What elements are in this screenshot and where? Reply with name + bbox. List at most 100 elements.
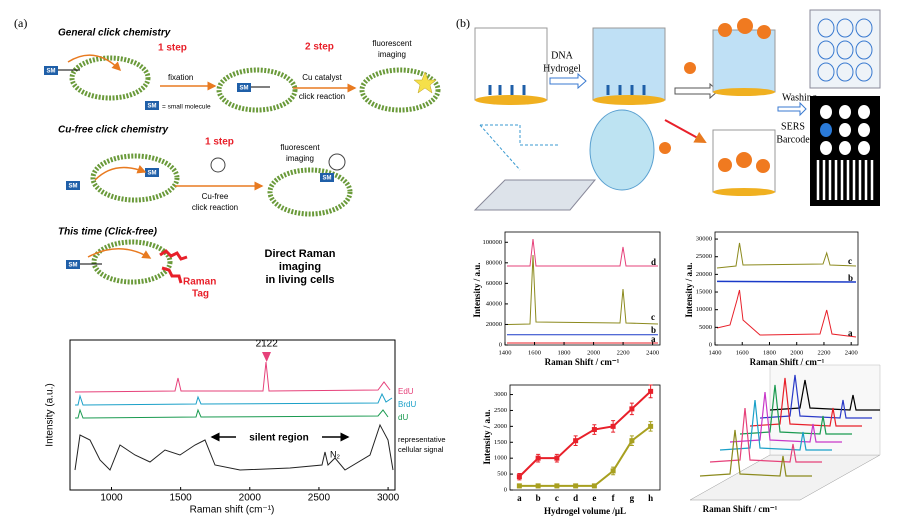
- row-clickfree: SM Raman Tag Direct Raman imaging in liv…: [66, 239, 336, 300]
- x-tick-label: 1600: [736, 349, 749, 356]
- text: fixation: [168, 73, 193, 82]
- sm-box: [44, 66, 58, 75]
- arrow: [94, 165, 147, 181]
- y-tick-label: 40000: [486, 300, 502, 307]
- nanoparticle: [756, 159, 770, 173]
- spectrum: [74, 361, 391, 393]
- row-general: SM 1 step fixation SM 2 step Cu catalyst…: [44, 39, 441, 113]
- step-label: Barcode: [776, 134, 810, 145]
- well: [712, 29, 776, 93]
- connector: [479, 124, 560, 171]
- annotation: cellular signal: [398, 445, 444, 454]
- plot-frame: [714, 231, 859, 346]
- x-axis-label: Raman shift (cm⁻¹): [190, 505, 275, 516]
- plot-frame: [69, 339, 396, 491]
- cell: [359, 67, 441, 113]
- sm-label: SM: [240, 86, 249, 92]
- section-title: Cu-free click chemistry: [58, 125, 168, 136]
- x-axis-label: Raman Shift / cm⁻¹: [750, 357, 825, 367]
- sm-label: SM: [69, 263, 78, 269]
- text: click reaction: [192, 203, 238, 212]
- x-axis-label: Raman Shift / cm⁻¹: [545, 357, 620, 367]
- chip: [473, 179, 597, 211]
- nanoparticle: [659, 142, 671, 154]
- barcode-spots: [820, 105, 870, 155]
- x-tick-label: h: [648, 493, 653, 503]
- panel-label: (a): [14, 16, 27, 30]
- headline: imaging: [279, 261, 321, 273]
- y-tick-label: 1500: [494, 439, 507, 446]
- text: fluorescent: [372, 39, 412, 48]
- point: [535, 483, 541, 489]
- series-label: EdU: [398, 387, 414, 396]
- spectrum: [716, 280, 857, 283]
- series-label: a: [848, 328, 853, 338]
- barcode-bars: [816, 160, 874, 200]
- x-axis-label: Hydrogel volume /μL: [544, 506, 626, 516]
- step-label: 1 step: [205, 137, 234, 148]
- annotation: N₂: [330, 449, 340, 459]
- waterfall: [689, 364, 881, 501]
- series-label: b: [848, 273, 853, 283]
- x-tick-label: 1400: [709, 349, 722, 356]
- y-tick-label: 2000: [494, 423, 507, 430]
- y-tick-label: 2500: [494, 407, 507, 414]
- x-tick-label: 2200: [817, 349, 830, 356]
- text: Cu-free: [202, 192, 229, 201]
- spectrum: [506, 254, 659, 325]
- y-tick-label: 3000: [494, 391, 507, 398]
- fluorophore: [413, 71, 437, 94]
- point: [629, 438, 635, 444]
- x-tick-label: d: [573, 493, 578, 503]
- headline: Direct Raman: [265, 248, 336, 260]
- series-label: dU: [398, 413, 408, 422]
- spectrum: [75, 392, 393, 406]
- annotation: silent region: [249, 433, 308, 444]
- y-tick-label: 15000: [696, 289, 712, 296]
- y-axis-label: Intensity / a.u.: [482, 409, 492, 464]
- series-label: d: [651, 257, 656, 267]
- cell: [91, 239, 173, 285]
- annotation: representative: [398, 435, 446, 444]
- arrow: [777, 101, 807, 117]
- arrow: [549, 72, 587, 90]
- plot-frame: [504, 231, 661, 346]
- sm-box: [237, 83, 251, 92]
- x-tick-label: 3000: [377, 493, 400, 504]
- x-tick-label: 1400: [499, 349, 512, 356]
- step-label: 1 step: [158, 43, 187, 54]
- point: [591, 483, 597, 489]
- x-tick-label: e: [592, 493, 596, 503]
- series-line: [518, 390, 652, 478]
- sm-label: SM: [69, 184, 78, 190]
- x-tick-label: 2000: [239, 493, 262, 504]
- text: imaging: [378, 50, 406, 59]
- series-label: BrdU: [398, 400, 416, 409]
- well: [592, 27, 666, 101]
- point: [573, 483, 579, 489]
- spectrum: [74, 423, 394, 471]
- y-tick-label: 20000: [486, 321, 502, 328]
- sm-label: SM: [148, 171, 157, 177]
- y-tick-label: 0: [504, 486, 507, 493]
- section-title: This time (Click-free): [58, 227, 158, 238]
- substrate: [475, 95, 547, 105]
- arrow: [664, 119, 707, 143]
- substrate: [713, 188, 775, 196]
- y-tick-label: 1000: [494, 455, 507, 462]
- dna: [606, 85, 646, 95]
- x-tick-label: 1600: [528, 349, 541, 356]
- x-tick-label: 2000: [587, 349, 600, 356]
- point: [516, 474, 522, 480]
- section-title: General click chemistry: [58, 28, 171, 39]
- step-label: SERS: [781, 121, 805, 132]
- x-tick-label: 1000: [100, 493, 123, 504]
- y-axis-label: Intensity / a.u.: [472, 262, 482, 317]
- cell: [216, 67, 298, 113]
- spectrum: [716, 289, 857, 338]
- plot-frame: [509, 384, 661, 491]
- series-label: c: [848, 256, 852, 266]
- sm-label: SM: [47, 69, 56, 75]
- cell: [90, 153, 180, 203]
